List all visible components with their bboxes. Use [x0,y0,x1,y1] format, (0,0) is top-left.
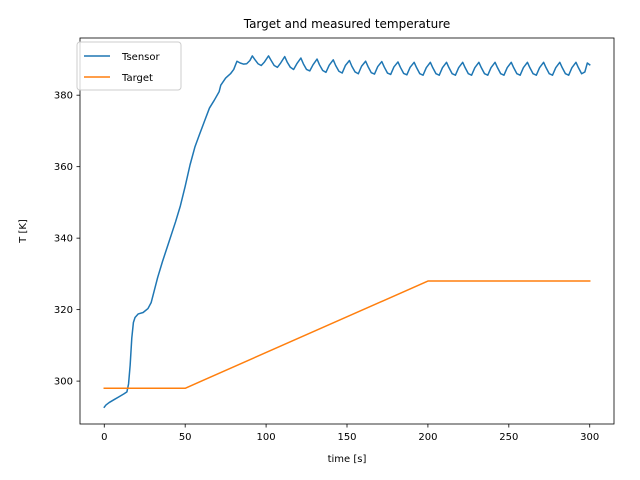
series-layer [103,55,591,409]
chart-title: Target and measured temperature [243,17,451,31]
x-tick-label: 200 [418,432,437,443]
x-tick-label: 100 [257,432,276,443]
y-tick-label: 380 [54,91,73,102]
legend-label-target: Target [121,73,153,84]
x-axis-label: time [s] [328,454,367,465]
series-line-target [103,280,591,390]
x-tick-label: 50 [179,432,192,443]
x-tick-label: 300 [580,432,599,443]
x-tick-label: 250 [499,432,518,443]
legend-box [76,41,182,91]
y-tick-label: 340 [54,234,73,245]
x-tick-label: 0 [101,432,107,443]
y-tick-label: 360 [54,162,73,173]
legend-label-tsensor: Tsensor [121,52,160,63]
y-axis-label: T [K] [18,219,29,244]
legend: Tsensor Target [76,41,182,91]
x-tick-label: 150 [337,432,356,443]
y-tick-label: 300 [54,377,73,388]
x-axis: 0 50 100 150 200 250 300 [101,424,599,443]
y-axis: 300 320 340 360 380 [54,91,80,388]
y-tick-label: 320 [54,305,73,316]
series-line-tsensor [103,55,591,409]
